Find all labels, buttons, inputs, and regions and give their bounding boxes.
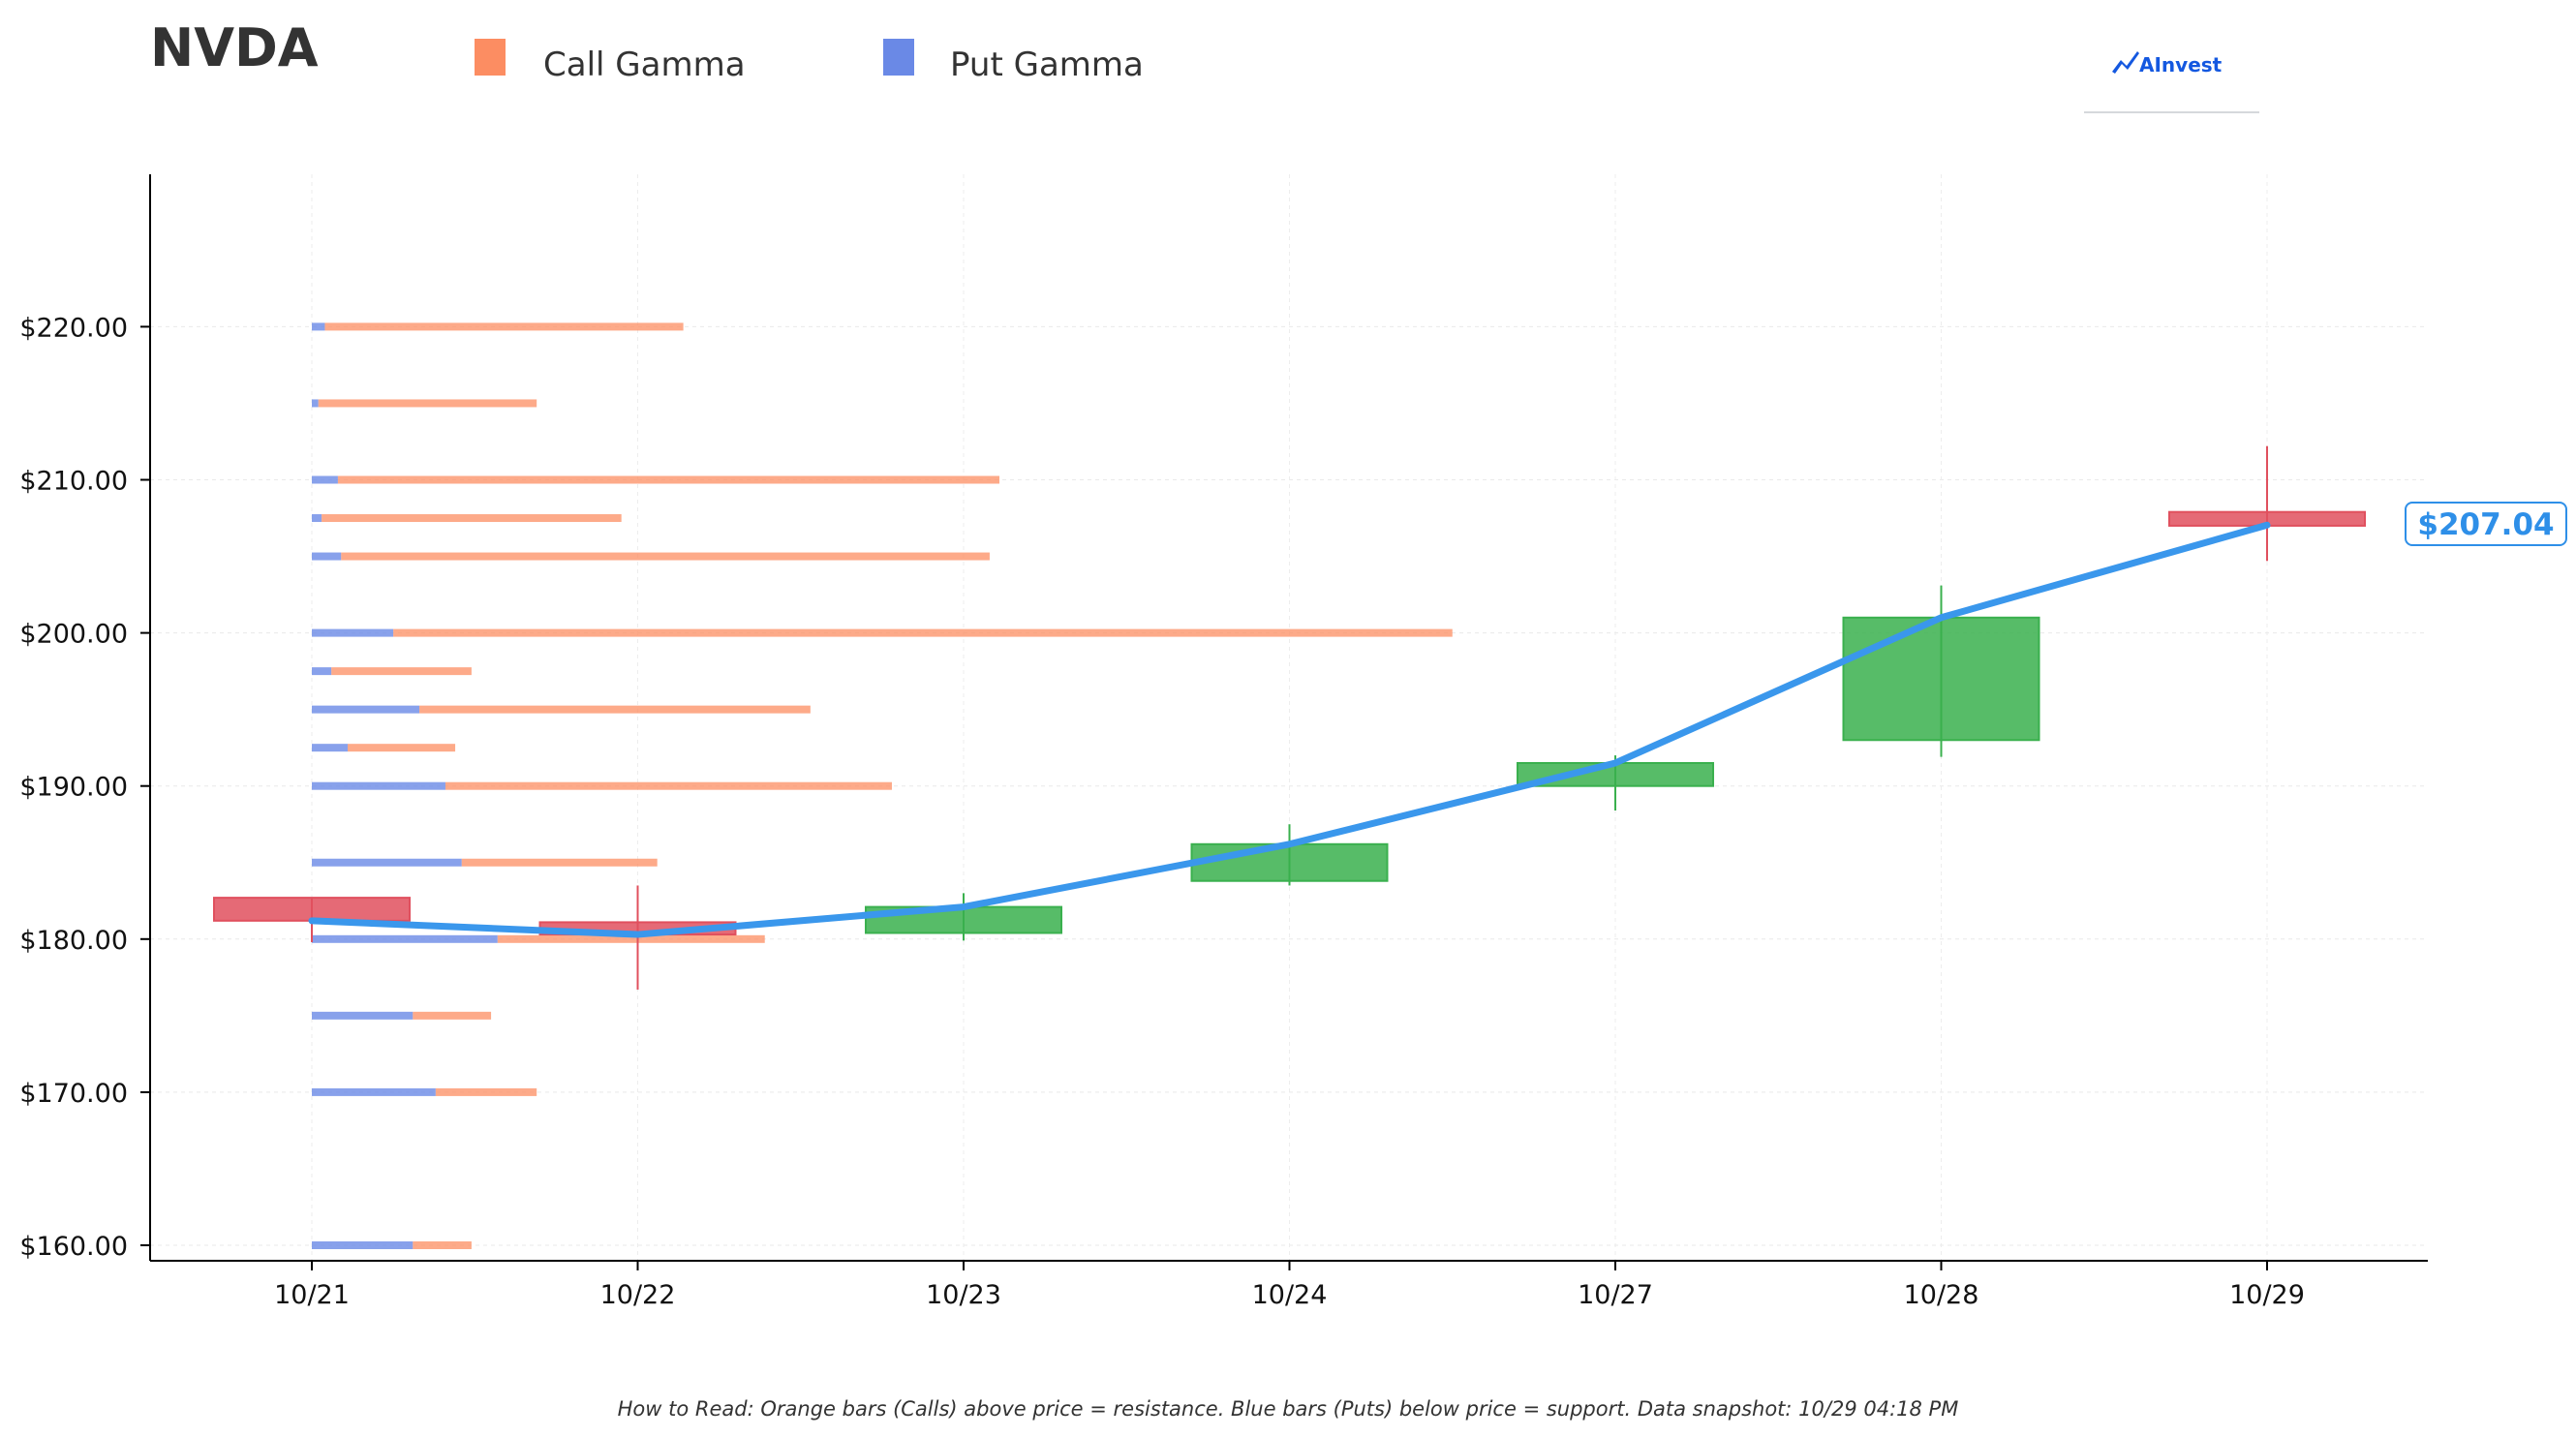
- current-price-label: $207.04: [2417, 507, 2554, 542]
- candle-body: [1190, 842, 1389, 882]
- logo-text: AInvest: [2139, 53, 2223, 76]
- put-gamma-legend-swatch: [883, 39, 914, 76]
- call-gamma-legend-swatch: [475, 39, 506, 76]
- x-tick-label: 10/21: [274, 1280, 350, 1310]
- y-tick-label: $180.00: [19, 926, 128, 956]
- y-tick-label: $200.00: [19, 620, 128, 650]
- put-gamma-bar: [312, 475, 338, 484]
- put-gamma-bar: [312, 322, 325, 331]
- y-tick-label: $210.00: [19, 467, 128, 497]
- call-gamma-bar: [331, 667, 472, 676]
- call-gamma-bar: [413, 1241, 472, 1249]
- y-tick-label: $170.00: [19, 1079, 128, 1109]
- put-gamma-bar: [312, 781, 445, 790]
- call-gamma-bar: [461, 858, 658, 867]
- put-gamma-bar: [312, 934, 498, 943]
- price-line-layer: [308, 521, 2271, 938]
- call-gamma-bar: [435, 1087, 537, 1096]
- grid-lines: [150, 174, 2428, 1261]
- put-gamma-bar: [312, 399, 319, 408]
- call-gamma-bar: [419, 705, 811, 714]
- logo-chart-icon: [2112, 51, 2139, 74]
- call-gamma-bar: [318, 399, 537, 408]
- put-gamma-bar: [312, 858, 462, 867]
- put-gamma-bar: [312, 1087, 436, 1096]
- call-gamma-legend-label: Call Gamma: [543, 46, 746, 84]
- call-gamma-bar: [497, 934, 765, 943]
- gamma-bars: [312, 322, 1453, 1249]
- call-gamma-bar: [324, 322, 684, 331]
- price-line: [308, 521, 2271, 938]
- put-gamma-bar: [312, 667, 332, 676]
- call-gamma-bar: [337, 475, 1000, 484]
- candle-body: [1842, 616, 2040, 742]
- x-tick-label: 10/29: [2229, 1280, 2305, 1310]
- y-tick-label: $190.00: [19, 773, 128, 803]
- put-gamma-bar: [312, 628, 394, 637]
- call-gamma-bar: [348, 744, 456, 752]
- y-tick-label: $220.00: [19, 313, 128, 343]
- x-tick-label: 10/22: [600, 1280, 676, 1310]
- current-price-box: [2405, 502, 2567, 546]
- put-gamma-bar: [312, 514, 322, 523]
- put-gamma-bar: [312, 1011, 414, 1020]
- candle-body: [213, 897, 411, 922]
- call-gamma-bar: [445, 781, 892, 790]
- call-gamma-bar: [413, 1011, 492, 1020]
- call-gamma-bar: [322, 514, 622, 523]
- call-gamma-bar: [393, 628, 1453, 637]
- x-tick-label: 10/23: [926, 1280, 1001, 1310]
- put-gamma-legend-label: Put Gamma: [950, 46, 1144, 84]
- put-gamma-bar: [312, 1241, 414, 1249]
- footer-note: How to Read: Orange bars (Calls) above p…: [618, 1397, 1959, 1421]
- x-tick-label: 10/24: [1252, 1280, 1328, 1310]
- ticker-title: NVDA: [150, 17, 319, 78]
- x-tick-label: 10/27: [1578, 1280, 1653, 1310]
- put-gamma-bar: [312, 552, 342, 561]
- call-gamma-bar: [341, 552, 990, 561]
- x-tick-label: 10/28: [1904, 1280, 1979, 1310]
- y-tick-label: $160.00: [19, 1232, 128, 1262]
- put-gamma-bar: [312, 705, 420, 714]
- x-ticks: 10/21 10/22 10/23 10/24 10/27 10/28 10/29: [274, 1261, 2305, 1310]
- put-gamma-bar: [312, 744, 349, 752]
- y-ticks: $160.00 $170.00 $180.00 $190.00 $200.00 $210.…: [19, 313, 150, 1262]
- current-price-callout: $207.04: [2405, 502, 2567, 546]
- ainvest-logo: AInvest: [2084, 51, 2259, 113]
